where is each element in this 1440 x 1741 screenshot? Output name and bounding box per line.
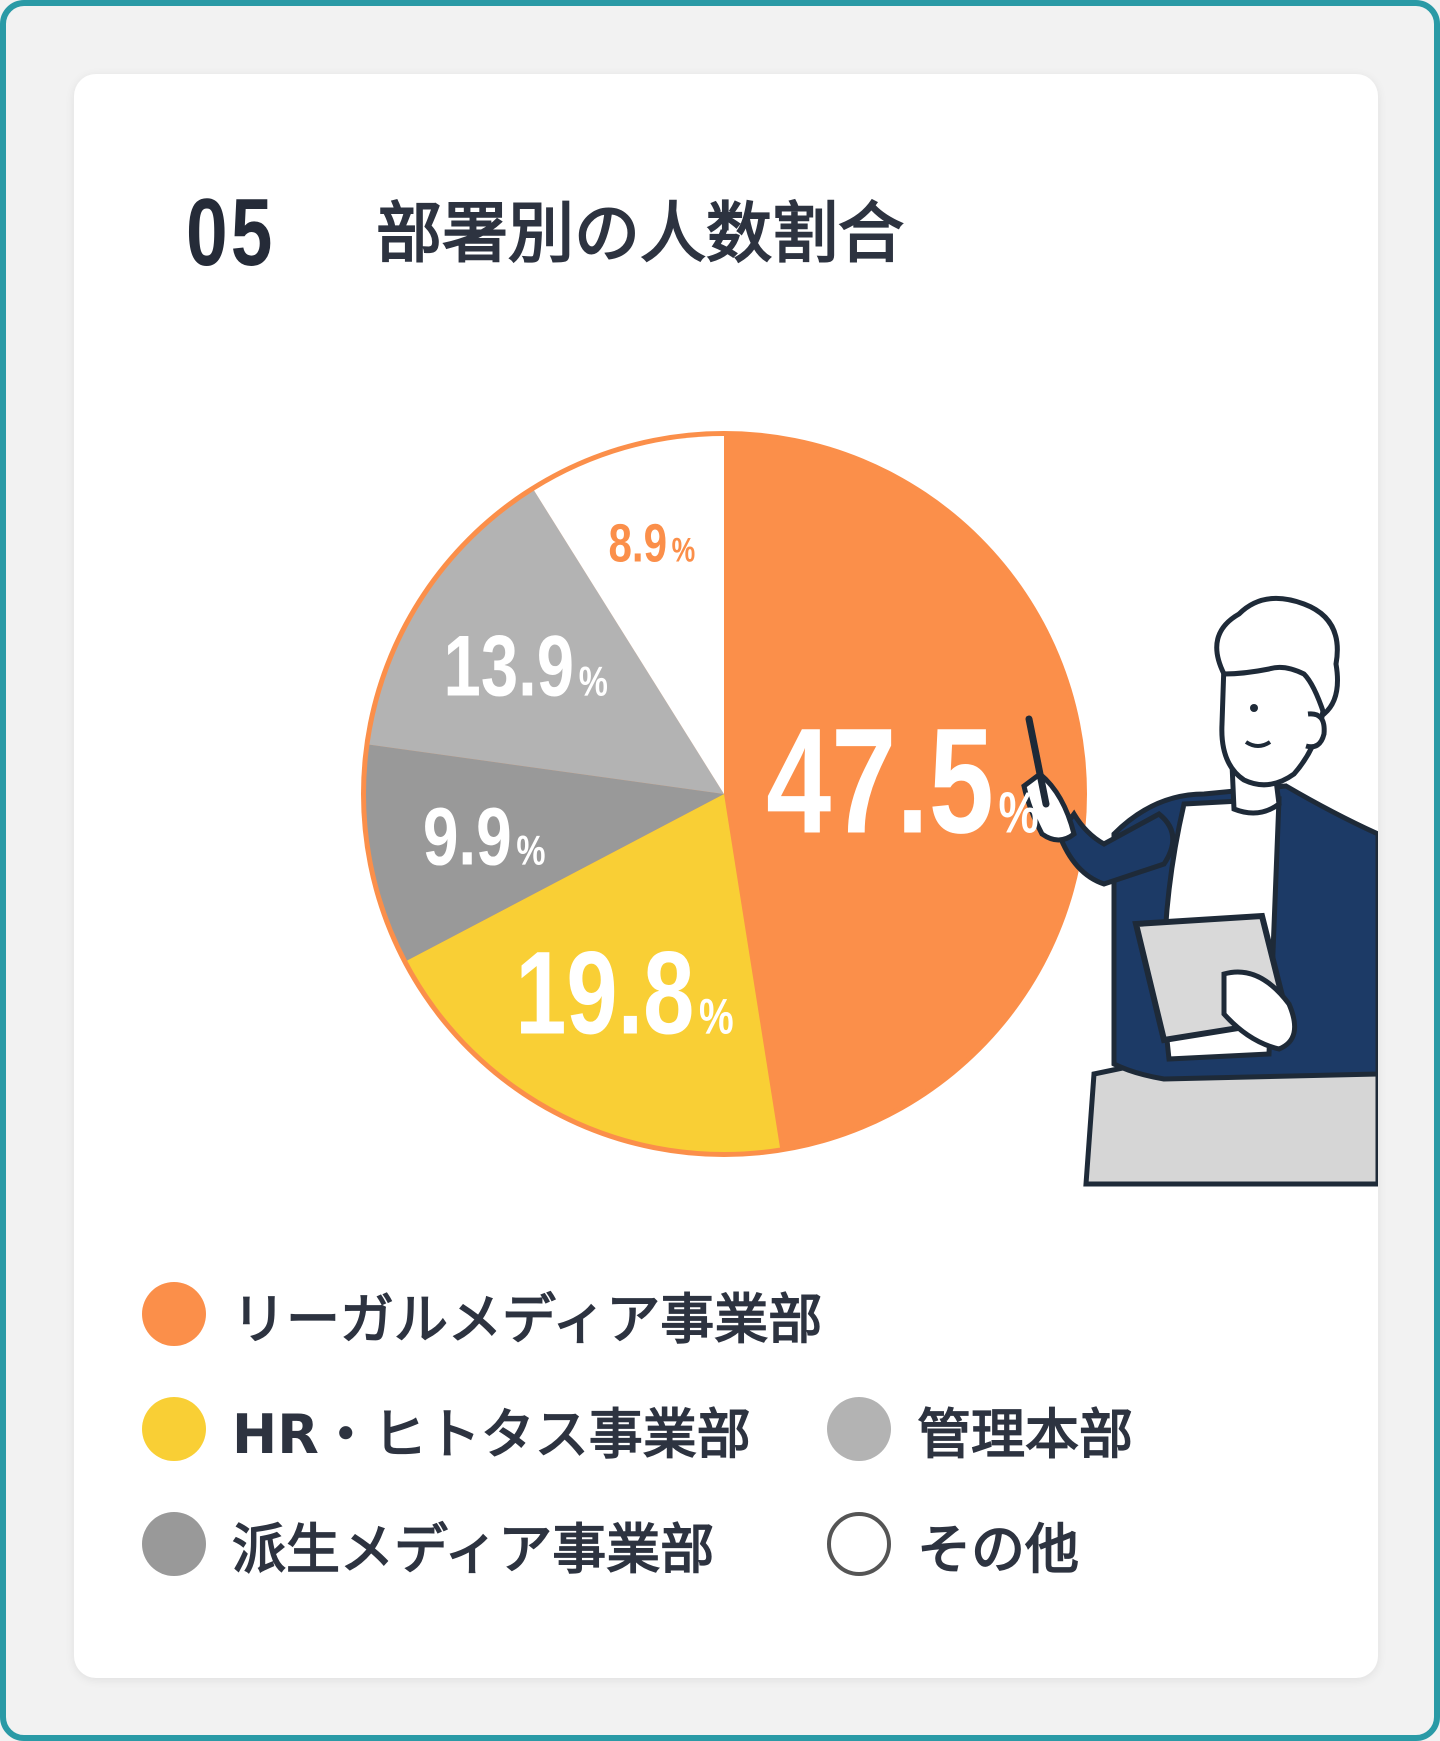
slice-value: 13.9 xyxy=(444,619,575,715)
person-presenting-illustration xyxy=(1021,595,1378,1187)
chart-card: 05 部署別の人数割合 xyxy=(74,74,1378,1678)
mouth-shape xyxy=(1244,740,1272,748)
legend-item-hr-hitotasu: HR・ヒトタス事業部 xyxy=(142,1390,827,1469)
pie-slice-3 xyxy=(366,744,724,961)
legend-label: その他 xyxy=(917,1517,1079,1581)
slice-unit: % xyxy=(672,532,696,570)
slice-label-3: 9.9% xyxy=(423,790,546,883)
raised-arm-shape xyxy=(1056,809,1176,887)
hand-shape xyxy=(1021,770,1077,843)
legend-row-3: 派生メディア事業部 その他 xyxy=(142,1504,1119,1584)
legend-swatch xyxy=(142,1282,206,1346)
pen-shape xyxy=(1025,715,1050,808)
slice-unit: % xyxy=(579,658,608,705)
slice-unit: % xyxy=(699,988,734,1045)
legend-row-2: HR・ヒトタス事業部 管理本部 xyxy=(142,1389,1173,1469)
legend-item-derived-media: 派生メディア事業部 xyxy=(142,1505,827,1584)
eye-shape xyxy=(1250,704,1258,712)
legend-label: 派生メディア事業部 xyxy=(232,1517,715,1581)
legend-swatch xyxy=(827,1512,891,1576)
legend-row-1: リーガルメディア事業部 xyxy=(142,1274,862,1354)
legend-label: リーガルメディア事業部 xyxy=(232,1287,823,1351)
ear-shape xyxy=(1305,711,1327,750)
slice-value: 8.9 xyxy=(608,514,667,574)
slice-label-5: 8.9% xyxy=(608,514,695,574)
slice-value: 47.5 xyxy=(766,696,994,864)
section-number: 05 xyxy=(186,179,276,286)
legend-item-other: その他 xyxy=(827,1505,1079,1584)
slice-label-4: 13.9% xyxy=(444,619,608,715)
legend-swatch xyxy=(142,1512,206,1576)
slice-value: 19.8 xyxy=(515,928,694,1060)
slice-label-2: 19.8% xyxy=(515,928,733,1060)
pie-slice-1 xyxy=(724,436,1082,1148)
holding-hand-shape xyxy=(1221,969,1298,1052)
pie-chart: 47.5%19.8%9.9 %13.9 %8.9% xyxy=(361,431,1378,1187)
pie-slice-4 xyxy=(369,490,724,794)
slice-value: 9.9 xyxy=(423,790,512,883)
slice-unit: % xyxy=(516,827,545,874)
pie-slices xyxy=(361,431,1087,1157)
legend-label: HR・ヒトタス事業部 xyxy=(232,1402,751,1466)
hair-shape xyxy=(1214,595,1340,719)
legend-swatch xyxy=(827,1397,891,1461)
legend-item-legal-media: リーガルメディア事業部 xyxy=(142,1275,822,1354)
legend-label: 管理本部 xyxy=(917,1402,1133,1466)
legend-item-admin: 管理本部 xyxy=(827,1390,1133,1469)
pie-slice-5 xyxy=(534,436,724,794)
slice-unit: % xyxy=(999,781,1039,846)
slice-labels: 47.5%19.8%9.9 %13.9 %8.9% xyxy=(423,514,1039,1060)
legend-swatch xyxy=(142,1397,206,1461)
slice-label-1: 47.5% xyxy=(766,696,1039,864)
pie-slice-2 xyxy=(407,794,781,1152)
section-title: 部署別の人数割合 xyxy=(376,195,904,272)
